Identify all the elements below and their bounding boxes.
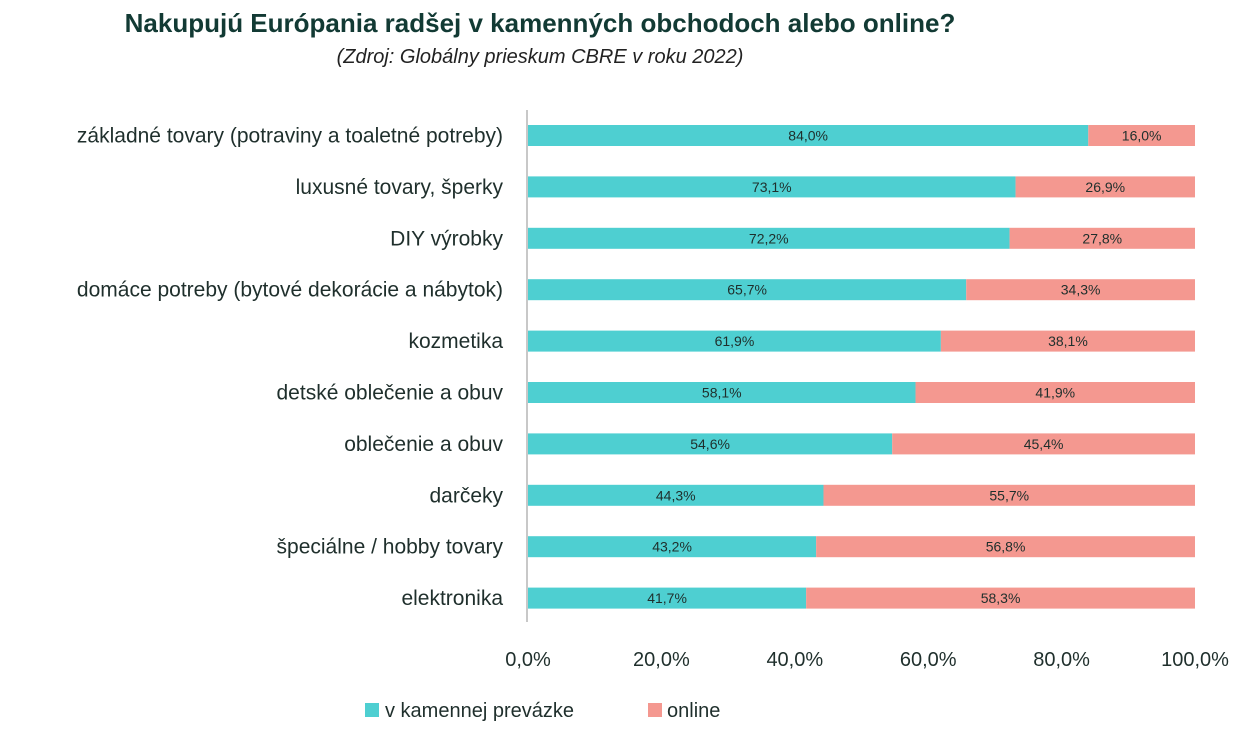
legend: v kamennej prevázke online [365,700,720,722]
data-label: 84,0% [788,128,828,144]
bar-segment [528,484,824,506]
data-label: 58,1% [702,385,742,401]
category-label: základné tovary (potraviny a toaletné po… [77,125,503,148]
legend-label: v kamennej prevázke [385,700,574,722]
bar-segment [528,176,1016,198]
data-label: 45,4% [1024,436,1064,452]
data-label: 61,9% [715,333,755,349]
data-label: 34,3% [1061,282,1101,298]
x-tick-labels: 0,0% 20,0% 40,0% 60,0% 80,0% 100,0% [505,649,1229,671]
data-label: 41,7% [647,590,687,606]
bar-segment [528,330,941,352]
data-label: 54,6% [690,436,730,452]
category-label: elektronika [401,587,503,610]
x-tick-label: 80,0% [1033,649,1090,671]
bar-segment [966,279,1195,301]
legend-swatch [648,703,662,717]
bar-segment [528,587,807,609]
category-label: luxusné tovary, šperky [296,176,504,199]
legend-swatch [365,703,379,717]
category-label: oblečenie a obuv [344,433,503,456]
data-labels: 84,0% 16,0% 73,1% 26,9% 72,2% 27,8% 65,7% 34,3%… [647,128,1161,607]
x-tick-label: 60,0% [900,649,957,671]
bar-segment [1088,125,1195,146]
category-label: DIY výrobky [390,227,503,250]
data-label: 44,3% [656,487,696,503]
bar-segment [1015,176,1195,198]
bar-segment [528,227,1010,249]
data-label: 72,2% [749,230,789,246]
data-label: 65,7% [727,282,767,298]
data-label: 58,3% [981,590,1021,606]
chart-title: Nakupujú Európania radšej v kamenných ob… [125,8,956,38]
x-tick-label: 0,0% [505,649,551,671]
bar-segment [528,433,893,455]
bar-segment [940,330,1195,352]
x-tick-label: 20,0% [633,649,690,671]
bar-segment [528,382,916,403]
data-label: 56,8% [986,539,1026,555]
bar-segment [892,433,1195,455]
x-tick-label: 40,0% [766,649,823,671]
bar-segment [1009,227,1195,249]
chart-subtitle: (Zdroj: Globálny prieskum CBRE v roku 20… [337,46,744,68]
x-tick-label: 100,0% [1161,649,1229,671]
bar-segment [528,536,817,558]
bar-segment [528,279,967,301]
data-label: 26,9% [1085,179,1125,195]
bars [528,125,1195,609]
legend-label: online [667,700,720,722]
bar-segment [823,484,1195,506]
data-label: 27,8% [1082,230,1122,246]
category-label: darčeky [429,484,503,507]
category-labels: základné tovary (potraviny a toaletné po… [77,125,504,611]
bar-segment [816,536,1195,558]
category-label: kozmetika [408,330,503,353]
bar-segment [528,125,1089,146]
category-label: detské oblečenie a obuv [277,382,504,405]
bar-segment [806,587,1195,609]
data-label: 73,1% [752,179,792,195]
category-label: domáce potreby (bytové dekorácie a nábyt… [77,279,503,302]
data-label: 41,9% [1035,385,1075,401]
data-label: 38,1% [1048,333,1088,349]
data-label: 55,7% [989,487,1029,503]
data-label: 16,0% [1122,128,1162,144]
bar-segment [915,382,1195,403]
data-label: 43,2% [652,539,692,555]
category-label: špeciálne / hobby tovary [277,536,504,559]
